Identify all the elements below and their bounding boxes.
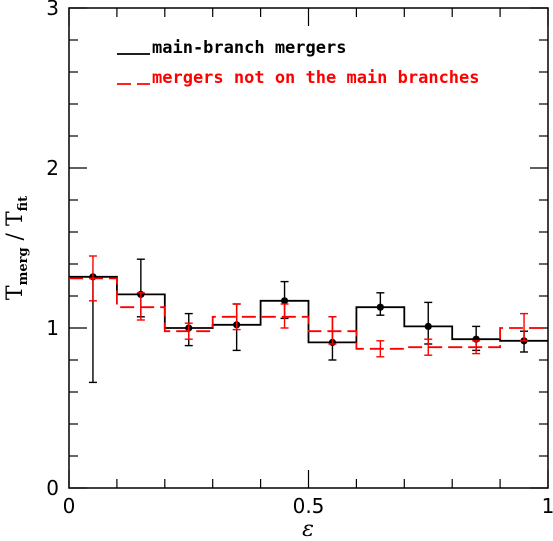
data-point: [376, 303, 384, 311]
y-axis-title-main2: T: [3, 211, 28, 226]
y-tick-label: 3: [46, 0, 59, 20]
y-axis-title: Tmerg / Tfit: [3, 196, 31, 300]
y-axis-title-sub1: merg: [16, 247, 31, 285]
data-point: [280, 297, 289, 305]
axis-ticks: [68, 7, 549, 489]
y-tick-label: 1: [46, 316, 59, 340]
y-axis-title-sub2: fit: [16, 196, 31, 211]
step-line: [69, 277, 548, 350]
legend: main-branch mergers mergers not on the ma…: [117, 38, 480, 88]
data-point: [424, 322, 432, 330]
legend-label: mergers not on the main branches: [152, 68, 480, 88]
y-tick-label: 0: [46, 476, 59, 500]
y-axis-title-main: T: [3, 285, 28, 300]
series-not-main-branch: [69, 255, 548, 358]
svg-text:Tmerg / Tfit: Tmerg / Tfit: [3, 196, 31, 300]
series-layer: [69, 255, 548, 384]
x-tick-label: 0.5: [293, 494, 325, 518]
y-tick-label: 2: [46, 156, 59, 180]
legend-label: main-branch mergers: [152, 38, 346, 58]
axis-tick-labels: 0 0.5 1 0 1 2 3: [46, 0, 553, 518]
x-tick-label: 1: [542, 494, 553, 518]
x-tick-label: 0: [63, 494, 76, 518]
x-axis-title: ε: [302, 517, 314, 541]
y-axis-title-slash: /: [3, 226, 28, 247]
